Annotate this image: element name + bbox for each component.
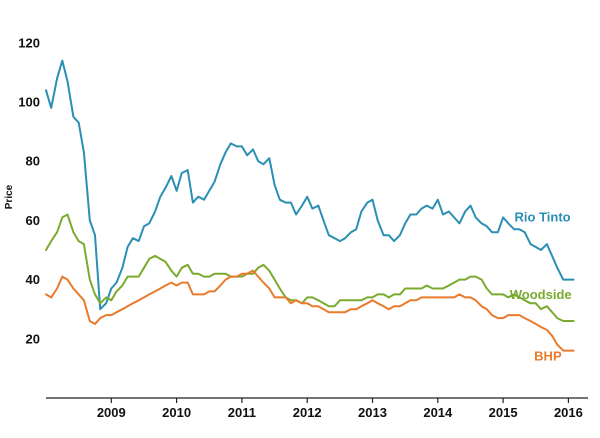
series-label-woodside: Woodside [510,287,572,302]
series-line-bhp [45,269,575,352]
y-axis-ticks: 20 40 60 80 100 120 [18,35,40,346]
x-tick-label: 2015 [489,405,518,420]
x-tick-label: 2012 [293,405,322,420]
series-line-woodside [45,213,575,322]
x-tick-label: 2010 [162,405,191,420]
x-tick-label: 2009 [97,405,126,420]
series-line-rio-tinto [45,59,575,311]
y-tick-label: 40 [26,272,40,287]
y-tick-label: 80 [26,154,40,169]
series-layer: Rio Tinto Woodside BHP [45,59,575,364]
x-tick-label: 2013 [358,405,387,420]
y-tick-label: 60 [26,213,40,228]
y-tick-label: 120 [18,35,40,50]
series-label-rio-tinto: Rio Tinto [515,210,571,225]
x-axis-ticks: 2009 2010 2011 2012 2013 2014 2015 2016 [97,398,583,420]
series-label-bhp: BHP [534,349,562,364]
x-tick-label: 2016 [554,405,583,420]
x-tick-label: 2011 [228,405,256,420]
y-tick-label: 100 [18,95,40,110]
x-tick-label: 2014 [423,405,453,420]
y-tick-label: 20 [26,331,40,346]
y-axis-title: Price [4,184,15,209]
